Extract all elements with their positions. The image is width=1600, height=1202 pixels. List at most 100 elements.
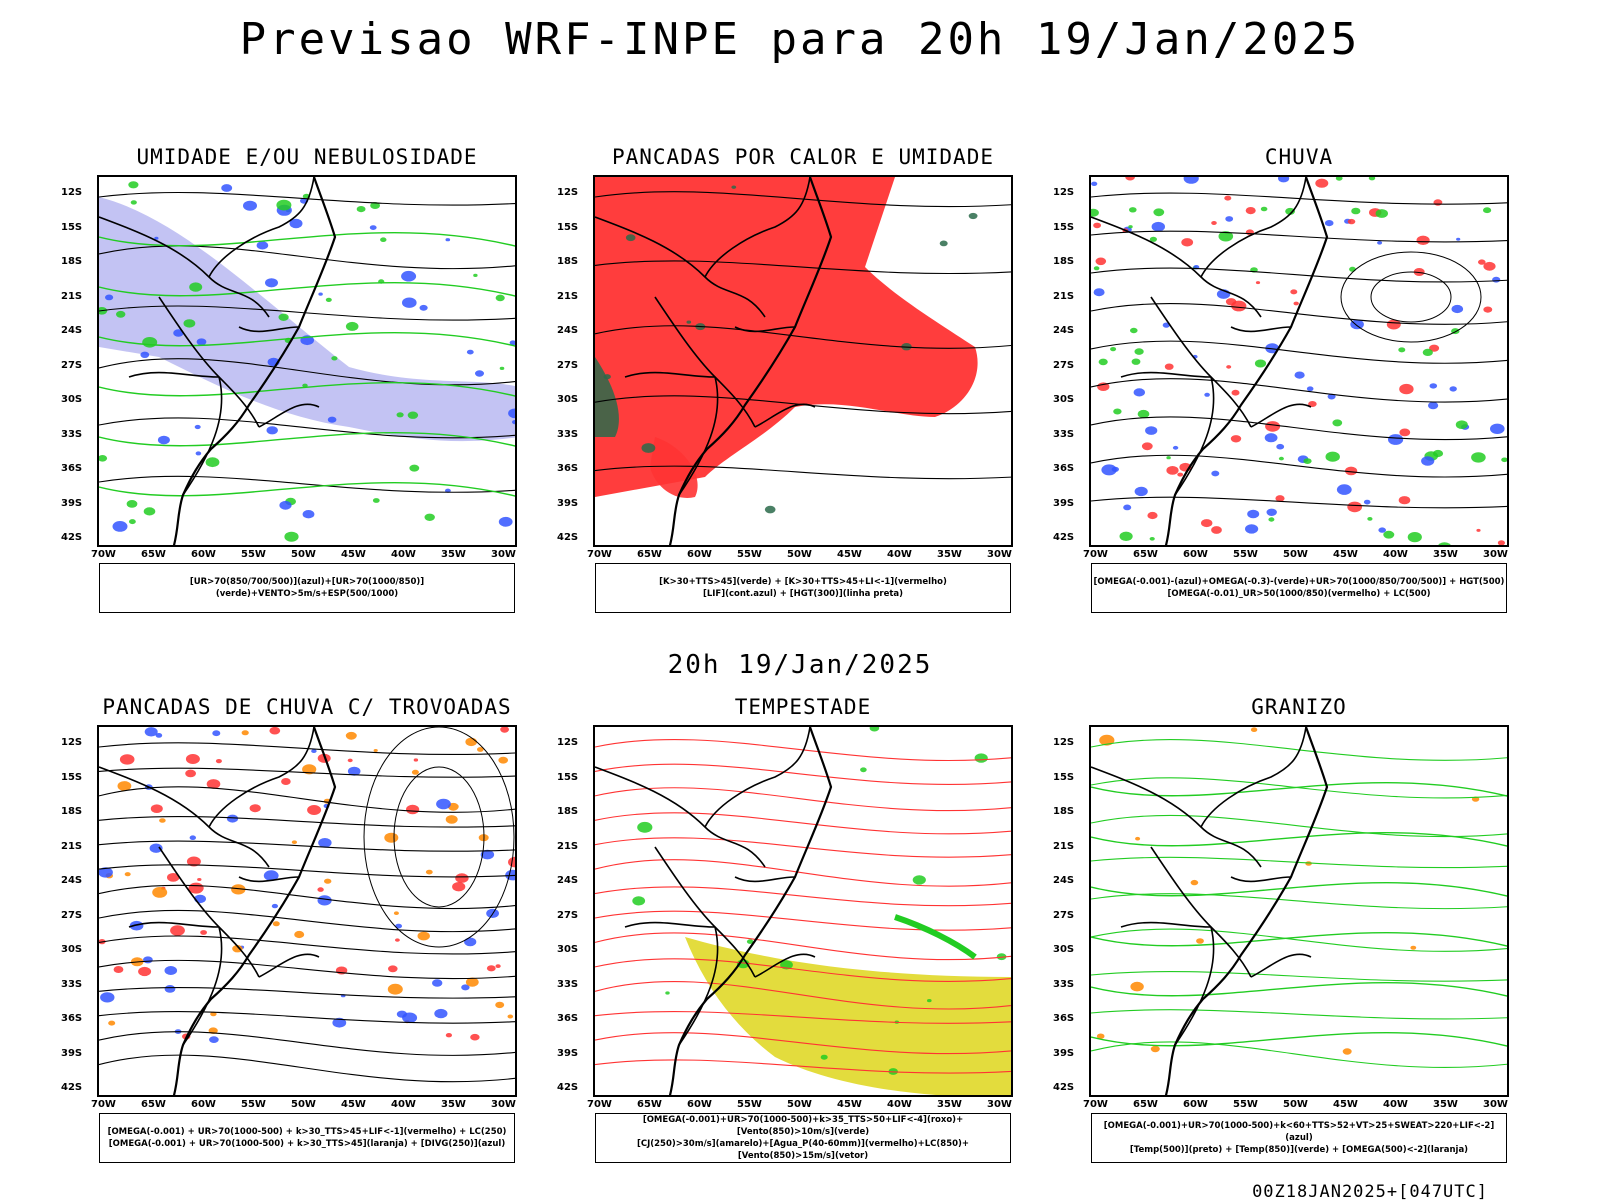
legend-line: [OMEGA(-0.01)_UR>50(1000/850)(vermelho) … xyxy=(1092,588,1506,600)
legend-line: [LIF](cont.azul) + [HGT(300)](linha pret… xyxy=(596,588,1010,600)
lat-tick-label: 24S xyxy=(557,325,578,336)
panel-title: TEMPESTADE xyxy=(553,695,1053,719)
panel-title: PANCADAS DE CHUVA C/ TROVOADAS xyxy=(57,695,557,719)
lon-tick-label: 65W xyxy=(141,1099,166,1110)
lon-tick-label: 35W xyxy=(441,549,466,560)
lat-tick-label: 21S xyxy=(1053,841,1074,852)
lat-tick-label: 27S xyxy=(1053,360,1074,371)
lat-tick-label: 33S xyxy=(557,429,578,440)
lon-tick-label: 45W xyxy=(1333,549,1358,560)
lat-tick-label: 24S xyxy=(1053,325,1074,336)
lat-tick-label: 42S xyxy=(1053,532,1074,543)
lat-tick-label: 21S xyxy=(1053,291,1074,302)
lon-tick-label: 35W xyxy=(441,1099,466,1110)
lon-tick-label: 35W xyxy=(937,549,962,560)
lat-tick-label: 27S xyxy=(61,910,82,921)
lat-tick-label: 39S xyxy=(61,498,82,509)
lat-tick-label: 42S xyxy=(557,1082,578,1093)
lon-tick-label: 70W xyxy=(91,1099,116,1110)
lon-tick-label: 40W xyxy=(887,1099,912,1110)
coastline xyxy=(173,727,335,1097)
lon-tick-label: 50W xyxy=(1283,549,1308,560)
main-title: Previsao WRF-INPE para 20h 19/Jan/2025 xyxy=(0,14,1600,65)
lat-tick-label: 30S xyxy=(61,944,82,955)
lon-tick-label: 45W xyxy=(837,549,862,560)
lon-tick-label: 65W xyxy=(637,1099,662,1110)
lat-tick-label: 33S xyxy=(1053,429,1074,440)
lon-tick-label: 60W xyxy=(191,1099,216,1110)
legend-line: [OMEGA(-0.001)+UR>70(1000-500)+k>35_TTS>… xyxy=(596,1114,1010,1138)
lon-tick-label: 65W xyxy=(141,549,166,560)
legend-box: [OMEGA(-0.001)-(azul)+OMEGA(-0.3)-(verde… xyxy=(1091,563,1507,613)
lon-tick-label: 30W xyxy=(491,1099,516,1110)
legend-line: [OMEGA(-0.001) + UR>70(1000-500) + k>30_… xyxy=(100,1126,514,1138)
lat-tick-label: 30S xyxy=(557,394,578,405)
lon-tick-label: 35W xyxy=(1433,549,1458,560)
lon-tick-label: 55W xyxy=(241,1099,266,1110)
legend-line: [CJ(250)>30m/s](amarelo)+[Agua_P(40-60mm… xyxy=(596,1138,1010,1162)
legend-box: [K>30+TTS>45](verde) + [K>30+TTS>45+LI<-… xyxy=(595,563,1011,613)
lon-tick-label: 35W xyxy=(937,1099,962,1110)
legend-box: [UR>70(850/700/500)](azul)+[UR>70(1000/8… xyxy=(99,563,515,613)
legend-box: [OMEGA(-0.001) + UR>70(1000-500) + k>30_… xyxy=(99,1113,515,1163)
lon-tick-label: 50W xyxy=(1283,1099,1308,1110)
lon-tick-label: 40W xyxy=(887,549,912,560)
lon-tick-label: 30W xyxy=(987,1099,1012,1110)
lat-tick-label: 27S xyxy=(557,910,578,921)
lat-tick-label: 21S xyxy=(557,841,578,852)
lon-tick-label: 60W xyxy=(687,549,712,560)
lon-tick-label: 40W xyxy=(1383,1099,1408,1110)
lon-tick-label: 55W xyxy=(1233,1099,1258,1110)
mid-date: 20h 19/Jan/2025 xyxy=(0,650,1600,680)
lon-tick-label: 45W xyxy=(837,1099,862,1110)
lat-tick-label: 42S xyxy=(61,532,82,543)
lat-tick-label: 27S xyxy=(61,360,82,371)
lat-tick-label: 12S xyxy=(61,737,82,748)
lon-tick-label: 40W xyxy=(1383,549,1408,560)
lat-tick-label: 21S xyxy=(61,291,82,302)
lon-tick-label: 55W xyxy=(1233,549,1258,560)
legend-box: [OMEGA(-0.001)+UR>70(1000-500)+k>35_TTS>… xyxy=(595,1113,1011,1163)
lat-tick-label: 39S xyxy=(557,1048,578,1059)
lon-tick-label: 55W xyxy=(737,1099,762,1110)
lat-tick-label: 15S xyxy=(1053,772,1074,783)
forecast-map xyxy=(593,175,1013,547)
lat-tick-label: 12S xyxy=(557,187,578,198)
lat-tick-label: 39S xyxy=(1053,498,1074,509)
lat-tick-label: 36S xyxy=(61,463,82,474)
panel-title: GRANIZO xyxy=(1049,695,1549,719)
lon-tick-label: 60W xyxy=(191,549,216,560)
lat-tick-label: 30S xyxy=(1053,394,1074,405)
lon-tick-label: 30W xyxy=(1483,549,1508,560)
lat-tick-label: 12S xyxy=(61,187,82,198)
lon-tick-label: 65W xyxy=(1133,549,1158,560)
panel-title: UMIDADE E/OU NEBULOSIDADE xyxy=(57,145,557,169)
lat-tick-label: 33S xyxy=(61,429,82,440)
lat-tick-label: 30S xyxy=(557,944,578,955)
panel-title: PANCADAS POR CALOR E UMIDADE xyxy=(553,145,1053,169)
lat-tick-label: 42S xyxy=(1053,1082,1074,1093)
lat-tick-label: 12S xyxy=(557,737,578,748)
lon-tick-label: 45W xyxy=(341,549,366,560)
lat-tick-label: 18S xyxy=(61,806,82,817)
lat-tick-label: 42S xyxy=(61,1082,82,1093)
lon-tick-label: 60W xyxy=(1183,1099,1208,1110)
lat-tick-label: 36S xyxy=(557,1013,578,1024)
lat-tick-label: 33S xyxy=(557,979,578,990)
lat-tick-label: 12S xyxy=(1053,187,1074,198)
lat-tick-label: 39S xyxy=(61,1048,82,1059)
lat-tick-label: 24S xyxy=(61,875,82,886)
lat-tick-label: 30S xyxy=(1053,944,1074,955)
forecast-map xyxy=(593,725,1013,1097)
lat-tick-label: 24S xyxy=(557,875,578,886)
lon-tick-label: 50W xyxy=(291,549,316,560)
forecast-map xyxy=(97,725,517,1097)
lon-tick-label: 65W xyxy=(1133,1099,1158,1110)
lat-tick-label: 18S xyxy=(1053,256,1074,267)
legend-line: [OMEGA(-0.001) + UR>70(1000-500) + k>30_… xyxy=(100,1138,514,1150)
lon-tick-label: 45W xyxy=(341,1099,366,1110)
lat-tick-label: 24S xyxy=(61,325,82,336)
lat-tick-label: 15S xyxy=(61,222,82,233)
lat-tick-label: 39S xyxy=(557,498,578,509)
